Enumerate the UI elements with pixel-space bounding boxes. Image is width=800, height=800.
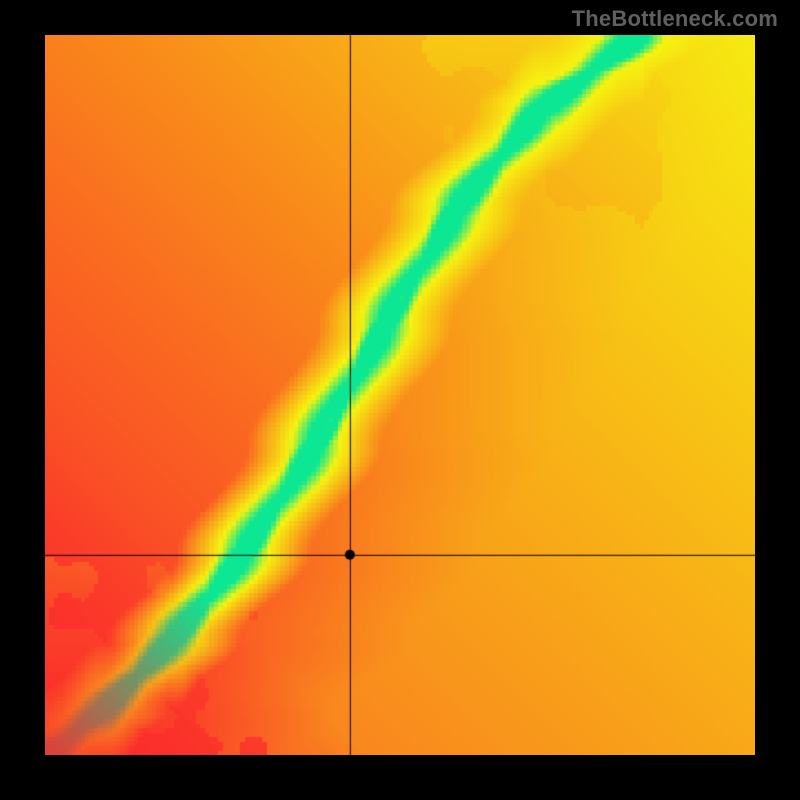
heatmap-canvas	[45, 35, 755, 755]
chart-outer-frame: TheBottleneck.com	[0, 0, 800, 800]
watermark-text: TheBottleneck.com	[572, 6, 778, 32]
plot-area	[45, 35, 755, 755]
